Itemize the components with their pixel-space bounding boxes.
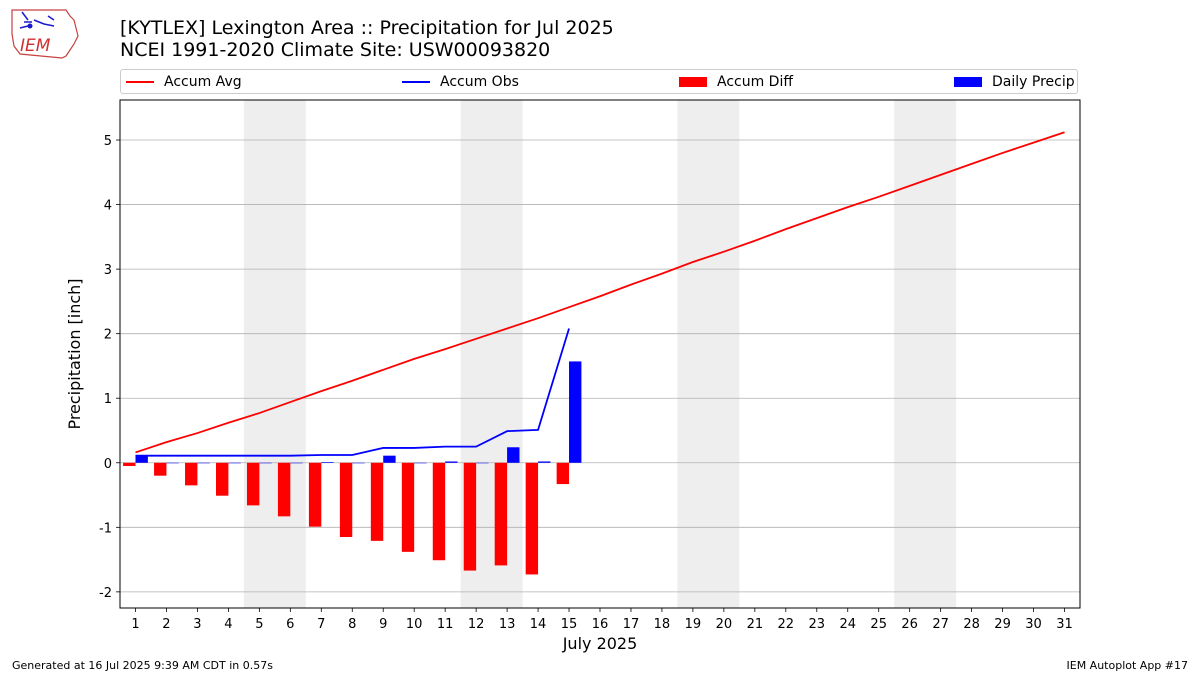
x-tick-label: 20 <box>716 617 733 632</box>
daily-precip-bar <box>476 462 489 464</box>
x-tick-label: 14 <box>530 617 547 632</box>
plot-frame <box>119 99 1081 609</box>
x-tick-label: 29 <box>994 617 1011 632</box>
x-tick-label: 30 <box>1025 617 1042 632</box>
accum-diff-bar <box>370 462 384 541</box>
accum-diff-bar <box>401 462 415 552</box>
x-tick-label: 26 <box>901 617 918 632</box>
legend-label-daily-precip: Daily Precip <box>992 73 1075 90</box>
chart-legend: Accum Avg Accum Obs Accum Diff Daily Pre… <box>120 69 1078 94</box>
x-tick-label: 23 <box>809 617 826 632</box>
legend-swatch-daily-precip <box>954 76 982 87</box>
legend-item-accum-obs: Accum Obs <box>402 70 519 93</box>
x-tick-label: 16 <box>592 617 609 632</box>
accum-diff-bar <box>277 462 291 517</box>
accum-diff-bar <box>154 462 167 476</box>
legend-swatch-accum-avg <box>126 80 154 83</box>
daily-precip-bar <box>166 462 179 464</box>
accum-diff-bar <box>216 462 229 496</box>
accum-diff-bar <box>525 462 539 575</box>
accum-diff-bar <box>556 462 570 485</box>
x-tick-label: 27 <box>932 617 949 632</box>
legend-item-accum-avg: Accum Avg <box>126 70 242 93</box>
daily-precip-bar <box>197 462 210 464</box>
generated-timestamp: Generated at 16 Jul 2025 9:39 AM CDT in … <box>12 659 273 672</box>
x-tick-label: 3 <box>193 617 201 632</box>
weekend-shade <box>243 100 306 608</box>
daily-precip-bar <box>228 462 241 464</box>
x-tick-label: 7 <box>317 617 325 632</box>
x-tick-label: 8 <box>348 617 356 632</box>
x-tick-label: 22 <box>778 617 795 632</box>
chart-subtitle: NCEI 1991-2020 Climate Site: USW00093820 <box>120 39 551 61</box>
accum-diff-bar <box>246 462 260 506</box>
y-tick-label: 3 <box>104 263 112 278</box>
x-tick-label: 11 <box>437 617 454 632</box>
weekend-shade <box>677 100 740 608</box>
station-dot-icon <box>27 23 33 29</box>
x-tick-label: 2 <box>162 617 170 632</box>
daily-precip-bar <box>569 361 582 463</box>
legend-swatch-accum-diff <box>679 76 707 87</box>
chart-title: [KYTLEX] Lexington Area :: Precipitation… <box>120 17 614 39</box>
accum-diff-bar <box>339 462 353 537</box>
daily-precip-bar <box>383 455 396 463</box>
y-tick-label: -2 <box>99 586 112 601</box>
x-tick-label: 15 <box>561 617 578 632</box>
legend-label-accum-obs: Accum Obs <box>440 73 519 90</box>
weekend-shade <box>894 100 957 608</box>
x-tick-label: 13 <box>499 617 516 632</box>
y-tick-label: 4 <box>104 199 112 214</box>
daily-precip-bar <box>445 461 458 463</box>
accum-diff-bar <box>463 462 477 571</box>
accum-diff-bar <box>123 462 136 466</box>
y-axis-label: Precipitation [inch] <box>65 278 84 429</box>
x-tick-label: 17 <box>623 617 640 632</box>
daily-precip-bar <box>135 455 148 463</box>
x-tick-label: 5 <box>255 617 263 632</box>
x-tick-label: 31 <box>1056 617 1073 632</box>
accum-avg-line <box>135 131 1065 454</box>
y-tick-label: -1 <box>99 521 112 536</box>
x-tick-label: 28 <box>963 617 980 632</box>
y-tick-label: 5 <box>104 134 112 149</box>
accum-diff-bar <box>494 462 508 566</box>
daily-precip-bar <box>290 462 303 464</box>
accum-diff-bar <box>308 462 322 527</box>
x-tick-label: 12 <box>468 617 485 632</box>
x-tick-label: 10 <box>406 617 423 632</box>
x-tick-label: 24 <box>839 617 856 632</box>
x-tick-label: 19 <box>685 617 702 632</box>
x-tick-label: 25 <box>870 617 887 632</box>
legend-item-daily-precip: Daily Precip <box>954 70 1075 93</box>
x-tick-label: 6 <box>286 617 294 632</box>
accum-obs-line <box>135 328 570 457</box>
legend-swatch-accum-obs <box>402 80 430 83</box>
y-tick-label: 1 <box>104 392 112 407</box>
iem-logo: IEM <box>11 9 79 59</box>
legend-label-accum-avg: Accum Avg <box>164 73 242 90</box>
daily-precip-bar <box>352 462 365 464</box>
daily-precip-bar <box>414 462 427 464</box>
app-credit: IEM Autoplot App #17 <box>1066 659 1189 672</box>
accum-diff-bar <box>185 462 198 486</box>
accum-diff-bar <box>432 462 446 561</box>
legend-item-accum-diff: Accum Diff <box>679 70 793 93</box>
weather-symbol-icon <box>19 11 55 29</box>
daily-precip-bar <box>321 462 334 463</box>
x-tick-label: 4 <box>224 617 232 632</box>
x-axis-label: July 2025 <box>562 634 638 653</box>
y-tick-label: 2 <box>104 328 112 343</box>
daily-precip-bar <box>259 462 272 464</box>
daily-precip-bar <box>538 461 551 463</box>
daily-precip-bar <box>507 447 520 463</box>
x-tick-label: 9 <box>379 617 387 632</box>
x-tick-label: 1 <box>131 617 139 632</box>
x-tick-label: 18 <box>654 617 671 632</box>
y-tick-label: 0 <box>104 457 112 472</box>
legend-label-accum-diff: Accum Diff <box>717 73 794 90</box>
x-tick-label: 21 <box>747 617 764 632</box>
logo-text: IEM <box>20 36 51 56</box>
